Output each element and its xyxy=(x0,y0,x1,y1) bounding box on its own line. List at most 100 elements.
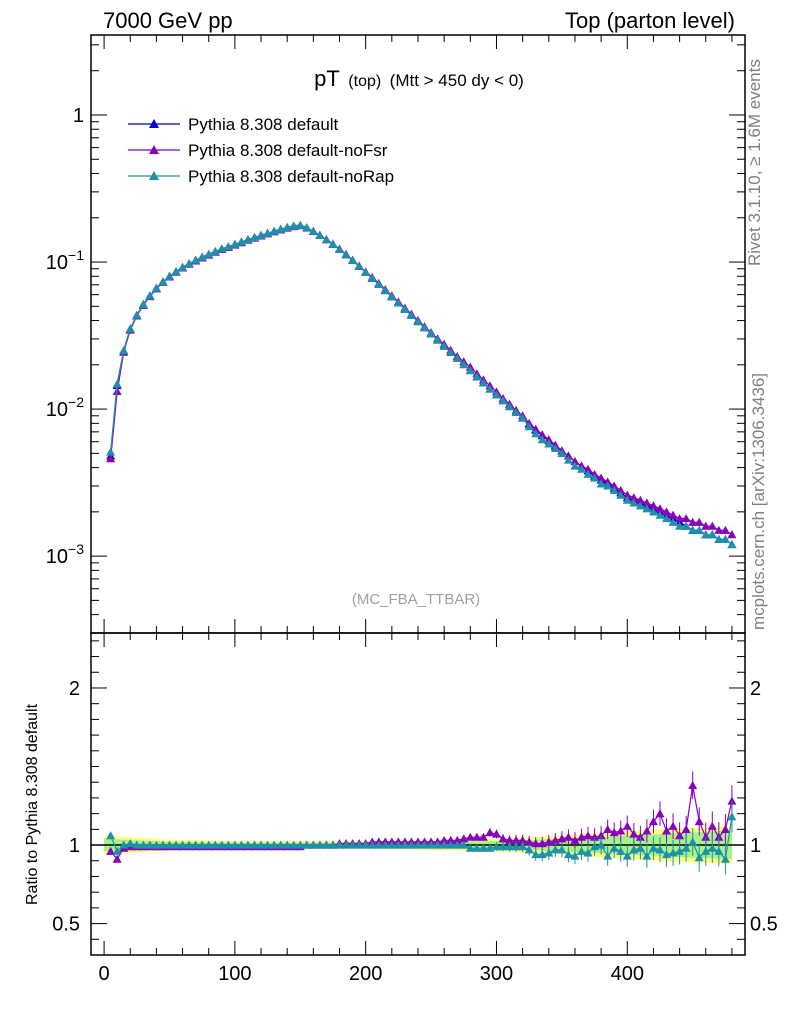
ratio-point xyxy=(498,842,508,851)
data-point xyxy=(701,530,711,539)
ratio-point xyxy=(197,840,207,849)
ratio-point xyxy=(505,842,515,851)
ratio-point xyxy=(446,835,456,844)
data-point xyxy=(688,525,698,534)
ratio-point xyxy=(603,824,613,833)
header-right: Top (parton level) xyxy=(565,8,735,33)
data-point xyxy=(119,346,129,355)
data-point xyxy=(629,498,639,507)
ratio-point xyxy=(459,840,469,849)
ratio-point xyxy=(635,843,645,852)
data-point xyxy=(662,507,672,516)
x-tick-label: 0 xyxy=(99,963,110,985)
ratio-point xyxy=(596,840,606,849)
data-point xyxy=(335,244,345,253)
legend-marker xyxy=(149,171,159,180)
data-point xyxy=(452,353,462,363)
ratio-point xyxy=(256,840,266,849)
data-point xyxy=(321,235,331,244)
data-point xyxy=(694,525,704,534)
data-point xyxy=(701,521,711,530)
y-tick-label: 10−2 xyxy=(46,394,84,421)
data-point xyxy=(106,454,116,463)
ratio-point xyxy=(164,840,174,849)
ratio-point xyxy=(505,835,515,844)
ratio-point xyxy=(446,840,456,849)
ratio-point xyxy=(694,816,704,826)
ratio-point xyxy=(132,840,142,849)
ratio-point xyxy=(269,840,279,849)
ratio-point xyxy=(681,824,691,833)
ratio-point xyxy=(537,838,547,848)
ratio-point xyxy=(302,840,312,849)
ratio-point xyxy=(537,849,547,859)
ratio-point xyxy=(263,840,273,849)
data-point xyxy=(289,221,299,230)
ratio-point xyxy=(714,846,724,855)
ratio-y-tick-label-right: 1 xyxy=(750,835,761,857)
ratio-point xyxy=(465,832,475,841)
ratio-point xyxy=(557,845,567,854)
y-tick-label: 1 xyxy=(73,105,84,127)
ratio-point xyxy=(720,854,730,863)
data-point xyxy=(714,525,724,534)
ratio-point xyxy=(106,831,116,840)
data-point xyxy=(217,244,227,253)
ratio-point xyxy=(354,840,364,849)
data-point xyxy=(302,223,312,232)
ratio-point xyxy=(590,842,600,851)
data-point xyxy=(459,359,469,369)
ratio-y-tick-label: 1 xyxy=(69,835,80,857)
ratio-point xyxy=(609,827,619,837)
ratio-point xyxy=(374,840,384,849)
ratio-point xyxy=(321,840,331,849)
data-point xyxy=(668,510,678,519)
data-point xyxy=(596,473,606,482)
data-point xyxy=(106,447,116,456)
data-point xyxy=(570,457,580,466)
rivet-label: Rivet 3.1.10, ≥ 1.6M events xyxy=(745,59,764,266)
plot-title-sub: (top) xyxy=(348,73,381,90)
data-point xyxy=(511,407,521,416)
ratio-point xyxy=(289,840,299,849)
data-point xyxy=(315,230,325,239)
ratio-point xyxy=(387,840,397,849)
ratio-point xyxy=(191,840,201,849)
legend-marker xyxy=(149,145,159,154)
data-point xyxy=(609,485,619,494)
x-tick-label: 200 xyxy=(349,963,382,985)
y-tick-label: 10−3 xyxy=(46,541,84,568)
data-point xyxy=(688,517,698,526)
data-point xyxy=(112,386,122,395)
data-point xyxy=(609,481,619,490)
ratio-point xyxy=(701,846,711,855)
data-point xyxy=(544,435,554,444)
data-point xyxy=(420,323,430,332)
mcplots-label: mcplots.cern.ch [arXiv:1306.3436] xyxy=(749,373,768,630)
data-point xyxy=(505,402,515,411)
data-point xyxy=(151,283,161,292)
ratio-point xyxy=(688,780,698,789)
ratio-point xyxy=(544,837,554,846)
x-tick-label: 400 xyxy=(611,963,644,985)
data-point xyxy=(648,507,658,516)
ratio-point xyxy=(550,845,560,854)
data-point xyxy=(603,481,613,490)
ratio-point xyxy=(577,832,586,841)
legend-entry: Pythia 8.308 default xyxy=(128,115,339,134)
ratio-point xyxy=(184,840,194,849)
ratio-point xyxy=(583,831,593,840)
ratio-point xyxy=(315,840,325,849)
legend: Pythia 8.308 default Pythia 8.308 default… xyxy=(128,115,394,186)
ratio-point xyxy=(491,829,501,838)
data-point xyxy=(295,220,305,229)
ratio-point xyxy=(511,842,521,851)
ratio-point xyxy=(727,796,737,805)
legend-marker xyxy=(149,119,159,128)
ratio-point xyxy=(616,846,626,855)
ratio-point xyxy=(662,849,672,859)
ratio-point xyxy=(341,840,351,849)
y-tick-label: 10−1 xyxy=(46,247,84,274)
ratio-point xyxy=(400,840,410,849)
data-point xyxy=(570,461,580,470)
